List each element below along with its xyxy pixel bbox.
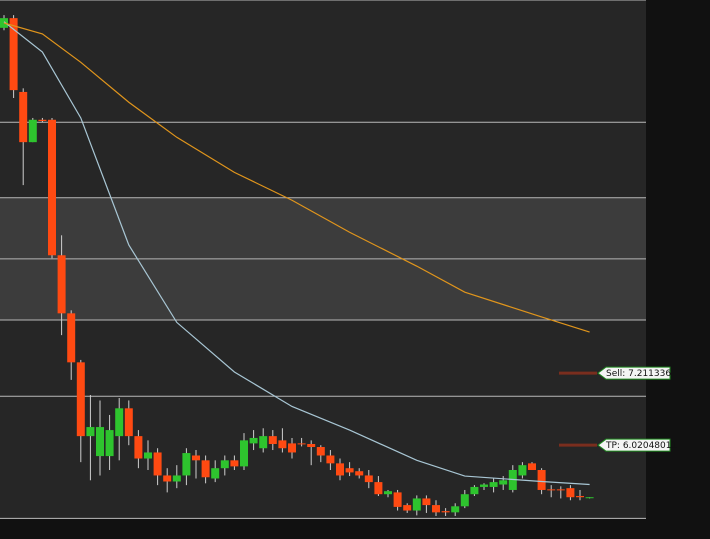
- candle-body: [249, 437, 258, 444]
- moving-average: [3, 22, 590, 333]
- candle-body: [153, 452, 162, 476]
- level-label: TP: 6.02048011: [605, 441, 677, 451]
- candle-body: [576, 496, 584, 498]
- candle-body: [9, 18, 18, 91]
- candle-body: [230, 460, 239, 467]
- candle-body: [297, 443, 306, 445]
- candle-body: [172, 475, 181, 482]
- candle-body: [489, 482, 498, 487]
- candle-body: [528, 463, 536, 471]
- candle-body: [422, 498, 431, 506]
- candle-body: [96, 427, 104, 457]
- candle-body: [518, 465, 527, 476]
- candle-body: [307, 443, 316, 448]
- candle-body: [345, 468, 354, 473]
- band: [0, 259, 646, 320]
- candle-body: [364, 475, 373, 483]
- candle-body: [192, 455, 200, 461]
- candle-body: [28, 119, 37, 143]
- candle-body: [326, 455, 335, 464]
- candle-body: [451, 506, 460, 513]
- candle-body: [124, 408, 133, 437]
- candle-body: [412, 498, 421, 511]
- candle-body: [336, 463, 344, 476]
- candle-body: [480, 484, 488, 487]
- candle-body: [460, 494, 469, 507]
- candle-body: [67, 313, 76, 363]
- candle-body: [57, 255, 66, 314]
- candle-body: [470, 486, 479, 495]
- band: [0, 198, 646, 259]
- candle-body: [86, 427, 95, 437]
- candle-body: [556, 489, 565, 491]
- candle-body: [393, 492, 402, 507]
- candle-body: [374, 482, 383, 495]
- candle-body: [585, 497, 594, 499]
- candle-body: [432, 505, 440, 513]
- candle-body: [240, 440, 248, 467]
- level-label: Sell: 7.211336: [606, 369, 671, 379]
- candle-body: [211, 468, 220, 479]
- level-label-box: [597, 438, 671, 452]
- candle-body: [182, 453, 191, 476]
- candle-body: [38, 119, 47, 121]
- candle-body: [144, 452, 152, 459]
- candle-body: [288, 443, 296, 453]
- candle-body: [537, 470, 546, 490]
- moving-average: [3, 21, 590, 486]
- candle-body: [566, 488, 575, 498]
- candle-body: [105, 430, 114, 457]
- candle-body: [201, 460, 210, 478]
- candle-body: [259, 436, 268, 449]
- level-label-box: [597, 366, 671, 380]
- candle-body: [384, 491, 392, 495]
- candle-body: [76, 362, 85, 437]
- candle-body: [403, 505, 412, 511]
- candle-body: [278, 440, 287, 449]
- candle-body: [355, 471, 364, 476]
- candle-body: [134, 436, 143, 459]
- candle-body: [441, 511, 450, 513]
- candle-body: [316, 447, 325, 456]
- candle-body: [547, 489, 556, 491]
- candle-body: [268, 436, 277, 444]
- candle-body: [499, 480, 508, 485]
- candle-body: [48, 119, 56, 256]
- candle-body: [115, 408, 124, 437]
- candle-body: [220, 460, 229, 469]
- candle-body: [19, 91, 28, 143]
- candle-body: [163, 475, 172, 482]
